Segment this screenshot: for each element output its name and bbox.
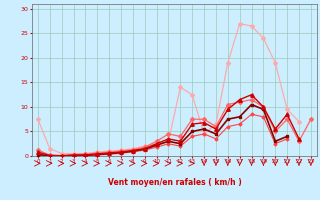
X-axis label: Vent moyen/en rafales ( km/h ): Vent moyen/en rafales ( km/h ) <box>108 178 241 187</box>
